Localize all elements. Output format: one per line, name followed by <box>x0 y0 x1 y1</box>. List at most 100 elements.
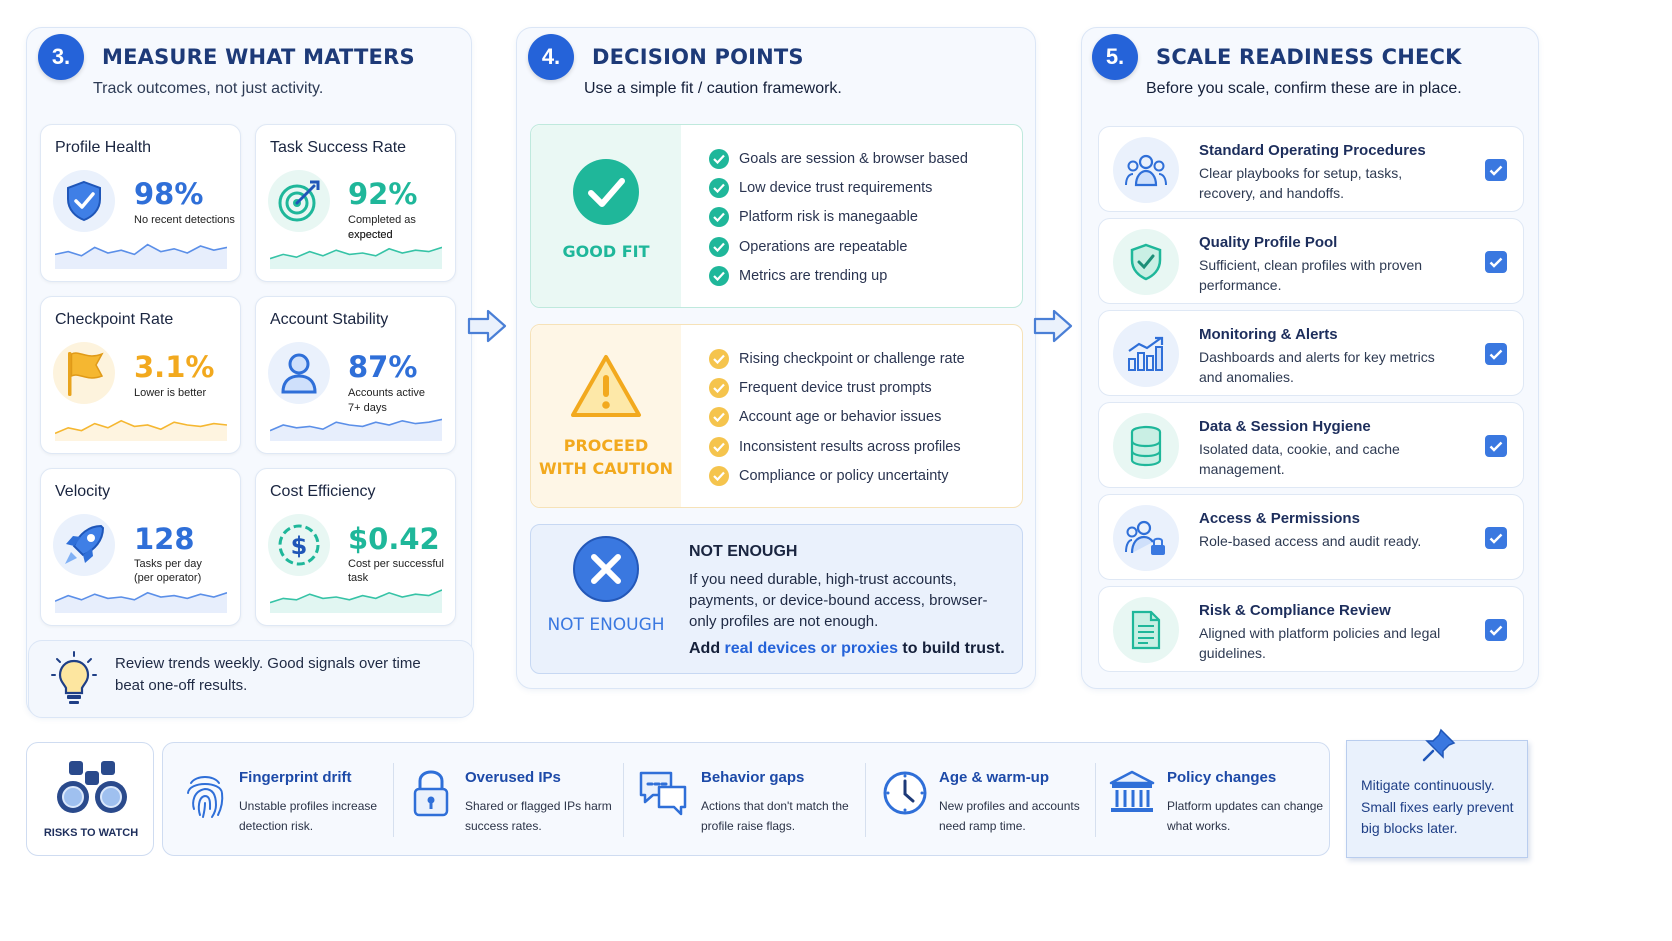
rocket-icon <box>53 514 115 576</box>
user-lock-icon <box>1113 505 1179 571</box>
good-fit-box: GOOD FIT Goals are session & browser bas… <box>530 124 1023 308</box>
risk-item-ips: Overused IPs Shared or flagged IPs harm s… <box>395 743 623 857</box>
metric-title: Cost Efficiency <box>270 483 376 500</box>
caution-label: PROCEED WITH CAUTION <box>539 436 673 478</box>
database-icon <box>1113 413 1179 479</box>
team-icon <box>1113 137 1179 203</box>
tip-text: Review trends weekly. Good signals over … <box>115 655 421 694</box>
section-number-badge: 4. <box>528 34 574 80</box>
checkbox[interactable] <box>1485 435 1507 457</box>
checkbox[interactable] <box>1485 251 1507 273</box>
metric-sparkline <box>55 591 227 613</box>
check-icon <box>709 265 729 286</box>
not-enough-cta: Add real devices or proxies to build tru… <box>689 640 1005 657</box>
check-icon <box>709 436 729 457</box>
x-circle-icon <box>572 535 640 608</box>
good-fit-label: GOOD FIT <box>562 242 650 261</box>
metric-card-profile-health: Profile Health 98% No recent detections <box>40 124 241 282</box>
section-number-badge: 5. <box>1092 34 1138 80</box>
checkbox[interactable] <box>1485 159 1507 181</box>
metric-note: Accounts active <box>348 387 426 399</box>
metric-value: 3.1% <box>134 350 215 384</box>
metric-title: Velocity <box>55 483 111 500</box>
readiness-desc: Isolated data, cookie, and cache managem… <box>1199 441 1400 477</box>
metric-note-2: task <box>348 572 369 584</box>
lightbulb-icon <box>51 651 97 712</box>
checkbox[interactable] <box>1485 343 1507 365</box>
bank-icon <box>1107 769 1157 822</box>
sparkline-line <box>270 246 442 260</box>
check-icon <box>709 207 729 228</box>
sparkline-line <box>270 589 442 604</box>
check-icon <box>709 377 729 398</box>
metric-sparkline <box>55 243 227 269</box>
cta-link[interactable]: real devices or proxies <box>724 640 898 657</box>
section-title: MEASURE WHAT MATTERS <box>102 45 415 69</box>
checkbox[interactable] <box>1485 527 1507 549</box>
readiness-desc: Clear playbooks for setup, tasks, recove… <box>1199 165 1403 201</box>
readiness-desc: Dashboards and alerts for key metrics an… <box>1199 349 1435 385</box>
sparkline-area <box>55 244 227 269</box>
list-item: Metrics are trending up <box>709 261 968 290</box>
binoculars-icon <box>55 757 129 822</box>
pushpin-icon <box>1421 727 1457 768</box>
risk-title: Overused IPs <box>465 769 561 786</box>
check-icon <box>709 236 729 257</box>
readiness-item-profile-pool: Quality Profile Pool Sufficient, clean p… <box>1098 218 1524 304</box>
metric-card-velocity: Velocity 128 Tasks per day (per operator… <box>40 468 241 626</box>
risk-title: Fingerprint drift <box>239 769 352 786</box>
check-circle-icon <box>571 157 641 232</box>
list-item: Frequent device trust prompts <box>709 373 965 402</box>
document-icon <box>1113 597 1179 663</box>
metric-note: Tasks per day <box>134 558 202 570</box>
metric-sparkline <box>270 418 442 441</box>
risk-item-fingerprint: Fingerprint drift Unstable profiles incr… <box>163 743 391 857</box>
section-measure-header: 3. MEASURE WHAT MATTERS <box>38 34 415 80</box>
risk-title: Age & warm-up <box>939 769 1050 786</box>
readiness-item-hygiene: Data & Session Hygiene Isolated data, co… <box>1098 402 1524 488</box>
metric-sparkline <box>270 246 442 269</box>
target-icon <box>268 170 330 232</box>
user-icon <box>268 342 330 404</box>
readiness-item-compliance: Risk & Compliance Review Aligned with pl… <box>1098 586 1524 672</box>
readiness-title: Monitoring & Alerts <box>1199 326 1338 343</box>
risk-desc: Platform updates can change what works. <box>1167 799 1324 833</box>
tip-box: Review trends weekly. Good signals over … <box>28 640 474 718</box>
not-enough-heading: NOT ENOUGH <box>689 543 798 560</box>
metric-card-task-success: Task Success Rate 92% Completed as expec… <box>255 124 456 282</box>
checkbox[interactable] <box>1485 619 1507 641</box>
risk-item-behavior: Behavior gaps Actions that don't match t… <box>625 743 863 857</box>
readiness-title: Access & Permissions <box>1199 510 1360 527</box>
shield-check-icon <box>53 170 115 232</box>
readiness-desc: Role-based access and audit ready. <box>1199 533 1422 549</box>
metric-sparkline <box>55 419 227 441</box>
readiness-item-monitoring: Monitoring & Alerts Dashboards and alert… <box>1098 310 1524 396</box>
list-item: Platform risk is manegaable <box>709 203 968 232</box>
good-fit-label-area: GOOD FIT <box>531 125 681 307</box>
metric-note: No recent detections <box>134 214 235 226</box>
warning-triangle-icon <box>570 353 642 424</box>
fingerprint-icon <box>183 769 227 824</box>
risk-item-age: Age & warm-up New profiles and accounts n… <box>867 743 1093 857</box>
list-item: Account age or behavior issues <box>709 403 965 432</box>
list-item: Operations are repeatable <box>709 232 968 261</box>
not-enough-box: NOT ENOUGH NOT ENOUGH If you need durabl… <box>530 524 1023 674</box>
sparkline-line <box>55 419 227 435</box>
metric-value: 92% <box>348 177 418 211</box>
bar-chart-icon <box>1113 321 1179 387</box>
divider <box>623 763 624 837</box>
risk-title: Behavior gaps <box>701 769 805 786</box>
metric-note-2: (per operator) <box>134 572 202 584</box>
divider <box>393 763 394 837</box>
section-subtitle: Track outcomes, not just activity. <box>93 80 324 97</box>
mitigation-note: Mitigate continuously. Small fixes early… <box>1346 728 1528 858</box>
check-icon <box>709 148 729 169</box>
sparkline-area <box>55 420 227 441</box>
risks-label: RISKS TO WATCH <box>43 827 139 839</box>
not-enough-label-area: NOT ENOUGH <box>531 525 681 673</box>
mitigation-text: Mitigate continuously. Small fixes early… <box>1361 777 1514 836</box>
metric-note-2: expected <box>348 229 393 241</box>
risk-item-policy: Policy changes Platform updates can chan… <box>1097 743 1327 857</box>
metric-value: 98% <box>134 177 204 211</box>
sparkline-area <box>270 590 442 613</box>
